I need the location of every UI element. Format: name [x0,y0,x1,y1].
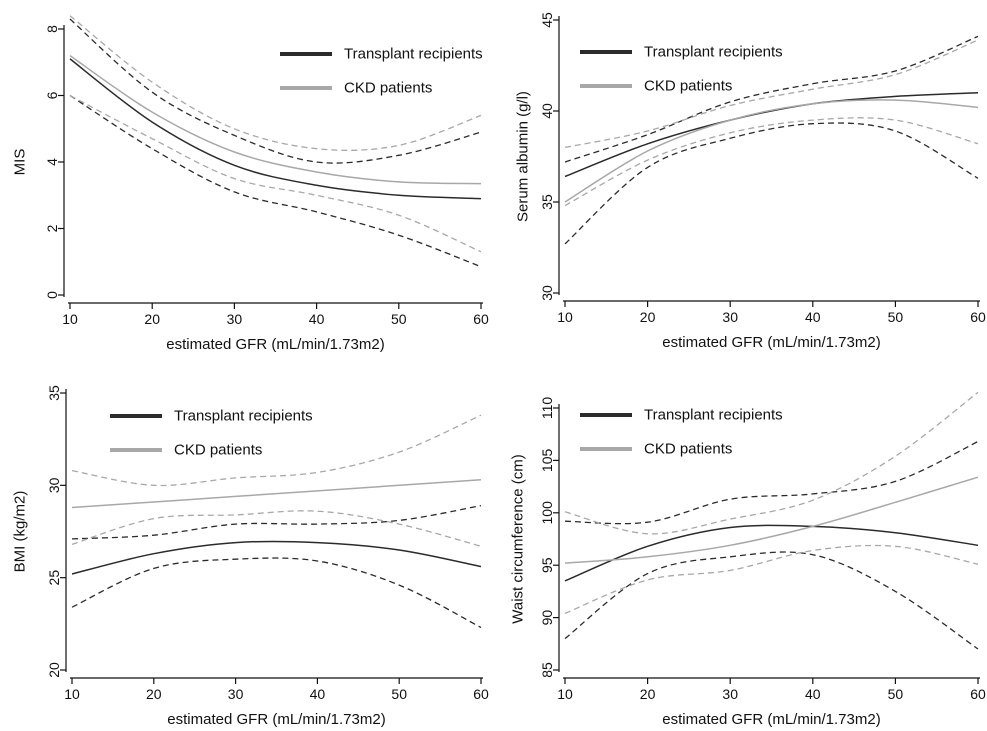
series-line-0 [564,524,979,582]
x-tick-label: 40 [805,686,821,702]
confidence-band-line-2 [564,551,979,650]
y-tick-label: 35 [46,385,62,401]
x-tick-label: 50 [888,686,904,702]
confidence-band-line-5 [564,117,979,207]
confidence-band-line-1 [71,504,482,540]
confidence-band-line-1 [564,35,979,163]
confidence-band-line-5 [69,94,482,253]
y-tick-label: 95 [539,557,555,573]
legend-label: CKD patients [344,80,432,97]
series-line-0 [564,92,979,178]
x-tick-label: 50 [391,311,407,327]
y-tick-label: 8 [44,25,60,33]
y-tick-label: 85 [539,662,555,678]
legend: Transplant recipients CKD patients [580,44,783,95]
x-tick-label: 20 [144,311,160,327]
series-line-3 [564,476,979,564]
confidence-band-line-4 [564,39,979,149]
y-tick-label: 25 [46,570,62,586]
x-tick-label: 60 [473,311,489,327]
x-tick-label: 30 [228,686,244,702]
legend-label: CKD patients [174,442,262,459]
confidence-band-line-4 [71,414,482,487]
y-tick-label: 100 [539,501,555,525]
chart-panel-albumin: 30 35 40 45 10 20 30 40 50 60 estimated GFR (mL/mi… [515,12,986,351]
series-line-3 [564,99,979,203]
y-tick-label: 0 [44,291,60,299]
y-tick-label: 40 [539,103,555,119]
x-tick-label: 20 [640,686,656,702]
x-tick-label: 30 [227,311,243,327]
legend: Transplant recipients CKD patients [580,407,783,458]
y-tick-label: 4 [44,158,60,166]
x-tick-label: 40 [805,309,821,325]
x-tick-label: 60 [970,309,986,325]
legend-label: CKD patients [644,441,732,458]
series-line-0 [71,540,482,575]
y-axis-title: MIS [12,149,29,176]
x-tick-label: 20 [146,686,162,702]
x-tick-label: 60 [970,686,986,702]
series-line-3 [69,54,482,185]
x-tick-label: 50 [391,686,407,702]
confidence-band-line-5 [71,510,482,547]
x-tick-label: 20 [640,309,656,325]
confidence-band-line-2 [69,94,482,268]
legend-label: Transplant recipients [344,46,483,63]
y-axis-title: Waist circumference (cm) [510,454,527,623]
x-tick-label: 10 [557,686,573,702]
y-axis-title: Serum albumin (g/l) [515,91,532,222]
y-axis-title: BMI (kg/m2) [12,491,29,573]
legend-label: CKD patients [644,78,732,95]
y-tick-label: 30 [46,477,62,493]
y-tick-label: 6 [44,91,60,99]
y-tick-label: 30 [539,285,555,301]
y-tick-label: 105 [539,449,555,473]
x-tick-label: 10 [64,686,80,702]
confidence-band-line-5 [564,544,979,615]
series-line-0 [69,58,482,200]
series-line-3 [71,479,482,509]
y-tick-label: 45 [539,12,555,28]
y-tick-label: 2 [44,224,60,232]
legend: Transplant recipients CKD patients [280,46,483,97]
x-axis-title: estimated GFR (mL/min/1.73m2) [167,711,385,728]
legend: Transplant recipients CKD patients [110,408,313,459]
confidence-band-line-1 [69,18,482,164]
y-tick-label: 110 [539,397,555,420]
x-tick-label: 40 [310,686,326,702]
y-tick-label: 90 [539,610,555,626]
legend-label: Transplant recipients [174,408,313,425]
x-tick-label: 40 [309,311,325,327]
x-axis-title: estimated GFR (mL/min/1.73m2) [662,711,880,728]
legend-label: Transplant recipients [644,44,783,61]
x-tick-label: 10 [62,311,78,327]
chart-panel-waist: 85 90 95 100 105 110 10 20 30 40 50 60 estimated GFR… [510,391,986,728]
chart-panel-mis: 0 2 4 6 8 10 20 30 40 50 60 estimated GFR (mL/min/1… [12,15,489,353]
confidence-band-line-4 [69,15,482,151]
x-tick-label: 30 [722,309,738,325]
legend-label: Transplant recipients [644,407,783,424]
x-tick-label: 50 [888,309,904,325]
confidence-band-line-2 [71,557,482,629]
y-tick-label: 20 [46,662,62,678]
x-tick-label: 30 [722,686,738,702]
confidence-band-line-2 [564,122,979,245]
confidence-band-line-1 [564,440,979,525]
x-axis-title: estimated GFR (mL/min/1.73m2) [662,334,880,351]
x-axis-title: estimated GFR (mL/min/1.73m2) [166,336,384,353]
x-tick-label: 10 [557,309,573,325]
y-tick-label: 35 [539,194,555,210]
x-tick-label: 60 [473,686,489,702]
